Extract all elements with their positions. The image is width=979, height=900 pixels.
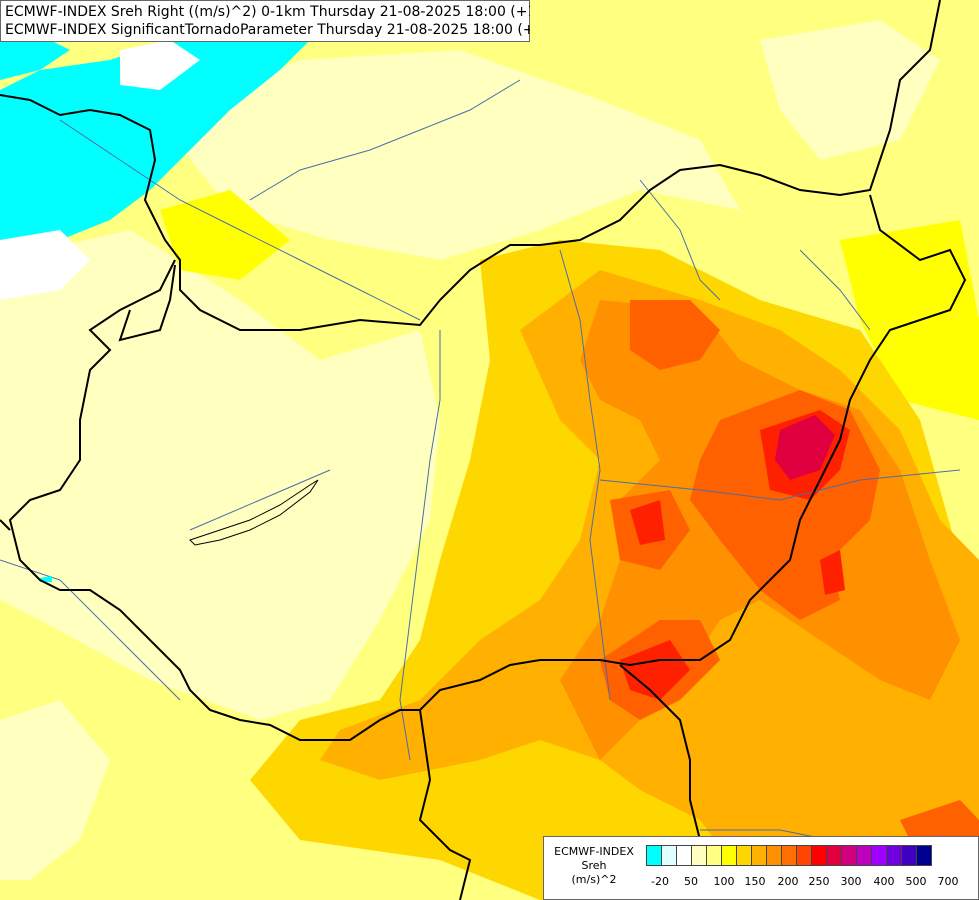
legend-tick-label: 250 [808, 875, 830, 888]
legend-tick-label: 200 [777, 875, 799, 888]
pale-area-north [160, 50, 740, 260]
legend-header: ECMWF-INDEX Sreh (m/s)^2 [548, 845, 640, 887]
legend-swatch [826, 845, 842, 866]
legend-swatch [856, 845, 872, 866]
lake-outline [189, 479, 319, 546]
red-orange-region [630, 300, 720, 370]
legend-tick-label: 500 [905, 875, 927, 888]
legend-swatch [901, 845, 917, 866]
legend-tick-label: 700 [937, 875, 959, 888]
map-title-box: ECMWF-INDEX Sreh Right ((m/s)^2) 0-1km T… [0, 0, 530, 42]
white-patch [120, 40, 200, 90]
legend-ticks: -20 50 100 150 200 250 300 400 500 700 [646, 875, 976, 889]
cyan-blob [0, 30, 70, 80]
legend-tick-label: 300 [840, 875, 862, 888]
legend-swatch [811, 845, 827, 866]
legend-swatch [706, 845, 722, 866]
cyan-band [0, 0, 340, 250]
legend-source: ECMWF-INDEX [554, 845, 634, 858]
white-patch-south [0, 230, 90, 300]
legend-swatch [766, 845, 782, 866]
legend-swatch [781, 845, 797, 866]
yellow-patch-east [840, 220, 979, 420]
legend-swatches [646, 845, 932, 866]
title-line-stp: ECMWF-INDEX SignificantTornadoParameter … [5, 22, 530, 38]
title-line-sreh: ECMWF-INDEX Sreh Right ((m/s)^2) 0-1km T… [5, 4, 530, 20]
legend-swatch [871, 845, 887, 866]
legend-swatch [661, 845, 677, 866]
pale-area-southwest [0, 700, 110, 880]
legend-swatch [886, 845, 902, 866]
pale-area-west [0, 230, 440, 720]
red-region-2 [620, 640, 690, 700]
legend-tick-label: 50 [684, 875, 698, 888]
legend-tick-label: 400 [873, 875, 895, 888]
legend-unit: (m/s)^2 [571, 873, 617, 886]
legend-tick-label: 150 [744, 875, 766, 888]
legend-swatch [841, 845, 857, 866]
legend-tick-label: -20 [651, 875, 669, 888]
legend-swatch [721, 845, 737, 866]
legend-swatch [751, 845, 767, 866]
legend-variable: Sreh [581, 859, 607, 872]
legend-swatch [916, 845, 932, 866]
crimson-core [775, 415, 835, 480]
legend-swatch [736, 845, 752, 866]
color-legend: ECMWF-INDEX Sreh (m/s)^2 -20 50 100 150 200 2… [543, 836, 979, 900]
pale-area-east [760, 20, 940, 160]
rivers [0, 79, 979, 861]
legend-tick-label: 100 [713, 875, 735, 888]
red-region-4 [630, 500, 665, 545]
legend-swatch [796, 845, 812, 866]
yellow-patch-north [160, 190, 290, 280]
legend-swatch [691, 845, 707, 866]
legend-swatch [646, 845, 662, 866]
legend-swatch [676, 845, 692, 866]
red-region-3 [820, 550, 845, 595]
